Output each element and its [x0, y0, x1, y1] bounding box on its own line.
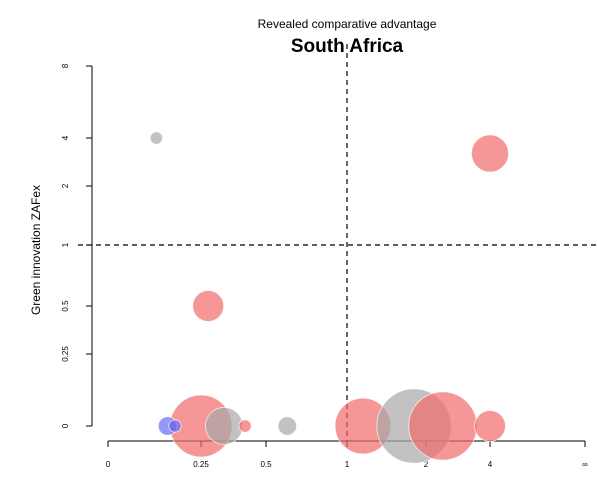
axes: 0 0.25 0.5 1 2 4 ∞ 0 0.25 0.5 1 2 4 8 [61, 63, 588, 469]
bubble-point [205, 406, 244, 445]
y-axis-label: Green innovation ZAFex [29, 185, 43, 315]
bubble-layer [149, 131, 509, 464]
y-tick-label: 0.25 [61, 346, 70, 362]
y-tick-label: 1 [61, 242, 70, 247]
chart-supertitle: Revealed comparative advantage [258, 17, 437, 31]
x-tick-label: 1 [345, 460, 350, 469]
bubble-point [149, 131, 163, 145]
bubble-point [238, 419, 252, 433]
x-tick-label: 0.5 [260, 460, 272, 469]
bubble-point [277, 416, 298, 436]
bubble-point [192, 290, 225, 322]
y-tick-label: 4 [61, 135, 70, 140]
x-tick-label: ∞ [582, 460, 588, 469]
x-tick-label: 0.25 [193, 460, 209, 469]
reference-lines [78, 44, 597, 441]
x-tick-label: 4 [488, 460, 493, 469]
y-tick-label: 0 [61, 423, 70, 428]
x-tick-label: 2 [424, 460, 429, 469]
bubble-point [474, 410, 506, 442]
x-tick-label: 0 [106, 460, 111, 469]
y-tick-label: 0.5 [61, 300, 70, 312]
y-tick-label: 8 [61, 63, 70, 68]
bubble-point [470, 134, 509, 173]
bubble-point [408, 391, 478, 461]
y-tick-label: 2 [61, 183, 70, 188]
bubble-point [168, 419, 182, 433]
